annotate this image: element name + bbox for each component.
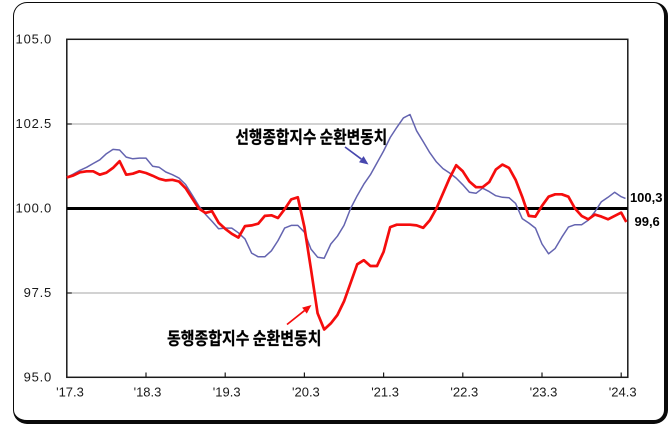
svg-text:'23.3: '23.3 bbox=[530, 384, 558, 399]
svg-text:'21.3: '21.3 bbox=[371, 384, 399, 399]
svg-text:97.5: 97.5 bbox=[24, 285, 53, 300]
svg-text:'18.3: '18.3 bbox=[134, 384, 162, 399]
svg-text:'19.3: '19.3 bbox=[213, 384, 241, 399]
svg-text:95.0: 95.0 bbox=[24, 370, 53, 385]
svg-text:102.5: 102.5 bbox=[16, 116, 53, 131]
svg-text:'17.3: '17.3 bbox=[56, 384, 84, 399]
svg-text:100,3: 100,3 bbox=[630, 190, 663, 205]
svg-text:105.0: 105.0 bbox=[16, 32, 53, 47]
svg-text:'24.3: '24.3 bbox=[609, 384, 637, 399]
svg-text:100.0: 100.0 bbox=[16, 201, 53, 216]
svg-text:'22.3: '22.3 bbox=[450, 384, 478, 399]
svg-text:'20.3: '20.3 bbox=[292, 384, 320, 399]
svg-text:99,6: 99,6 bbox=[634, 214, 659, 229]
